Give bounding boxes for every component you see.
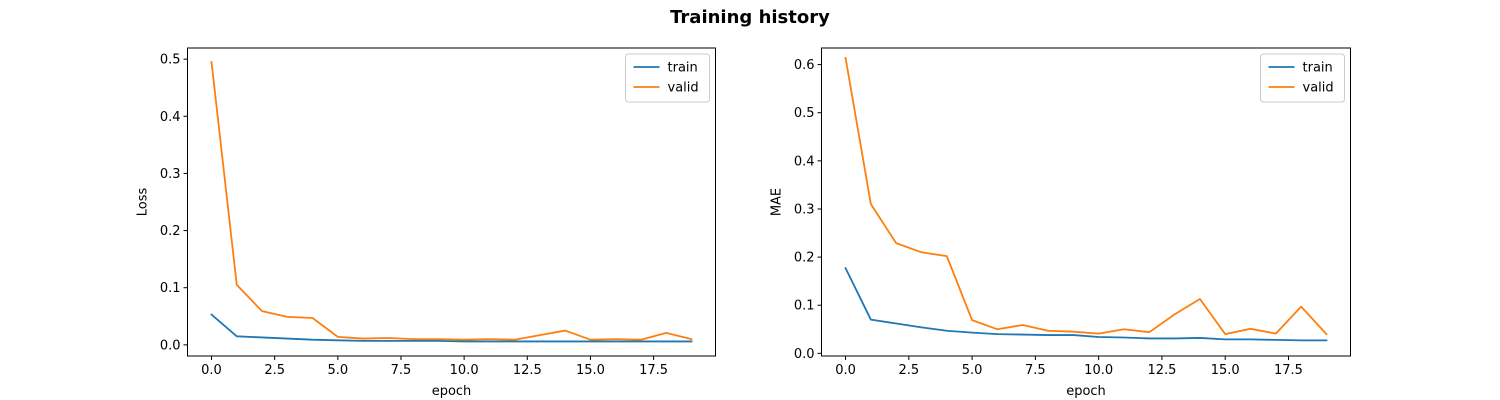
mae-chart: 0.0 2.5 5.0 7.5 10.0 12.5 15.0 17.5 0.0 0.1 0.2 0.3… <box>770 47 1351 399</box>
loss-y-tick-label: 0.5 <box>160 53 181 68</box>
mae-legend-label-valid: valid <box>1303 81 1334 96</box>
figure-title: Training history <box>670 7 830 28</box>
loss-y-tick-label: 0.1 <box>160 281 181 296</box>
loss-legend-label-valid: valid <box>668 81 699 96</box>
mae-legend-box <box>1260 53 1345 103</box>
loss-legend-label-train: train <box>668 61 698 76</box>
mae-y-tick-label: 0.1 <box>794 299 815 314</box>
mae-y-tick-label: 0.0 <box>794 347 815 362</box>
loss-y-tick-label: 0.3 <box>160 167 181 182</box>
mae-y-tick-label: 0.4 <box>794 154 815 169</box>
mae-x-tick-label: 10.0 <box>1084 363 1113 378</box>
loss-chart: 0.0 2.5 5.0 7.5 10.0 12.5 15.0 17.5 0.0 0.1 0.2 0.3… <box>136 47 716 399</box>
loss-x-tick-label: 10.0 <box>450 363 479 378</box>
loss-x-tick-label: 0.0 <box>201 363 222 378</box>
loss-x-tick-label: 5.0 <box>327 363 348 378</box>
mae-y-axis-label: MAE <box>770 188 785 216</box>
mae-x-tick-label: 7.5 <box>1025 363 1046 378</box>
loss-series-line-train <box>210 313 693 343</box>
loss-x-tick-label: 15.0 <box>576 363 605 378</box>
mae-x-tick-label: 0.0 <box>835 363 856 378</box>
mae-legend-label-train: train <box>1303 61 1333 76</box>
mae-x-tick-label: 12.5 <box>1147 363 1176 378</box>
mae-x-axis-label: epoch <box>1066 384 1106 399</box>
loss-legend: train valid <box>625 53 710 103</box>
mae-series-line-train <box>844 266 1328 342</box>
mae-legend: train valid <box>1260 53 1345 103</box>
loss-y-tick-label: 0.4 <box>160 110 181 125</box>
loss-x-tick-label: 17.5 <box>639 363 668 378</box>
loss-axes-frame <box>187 47 716 357</box>
mae-y-tick-label: 0.2 <box>794 251 815 266</box>
mae-axes-frame <box>821 47 1351 357</box>
mae-x-tick-label: 15.0 <box>1211 363 1240 378</box>
mae-x-tick-label: 17.5 <box>1274 363 1303 378</box>
mae-y-tick-label: 0.5 <box>794 106 815 121</box>
loss-y-tick-label: 0.2 <box>160 224 181 239</box>
loss-series-line-valid <box>210 61 693 341</box>
loss-x-tick-label: 12.5 <box>513 363 542 378</box>
mae-series-line-valid <box>844 56 1328 336</box>
mae-y-tick-label: 0.3 <box>794 202 815 217</box>
loss-x-axis-label: epoch <box>432 384 472 399</box>
mae-y-tick-label: 0.6 <box>794 58 815 73</box>
mae-x-tick-label: 5.0 <box>962 363 983 378</box>
mae-x-tick-label: 2.5 <box>898 363 919 378</box>
loss-y-tick-label: 0.0 <box>160 338 181 353</box>
loss-legend-box <box>625 53 710 103</box>
loss-x-tick-label: 7.5 <box>391 363 412 378</box>
loss-y-axis-label: Loss <box>136 188 151 217</box>
loss-x-tick-label: 2.5 <box>264 363 285 378</box>
